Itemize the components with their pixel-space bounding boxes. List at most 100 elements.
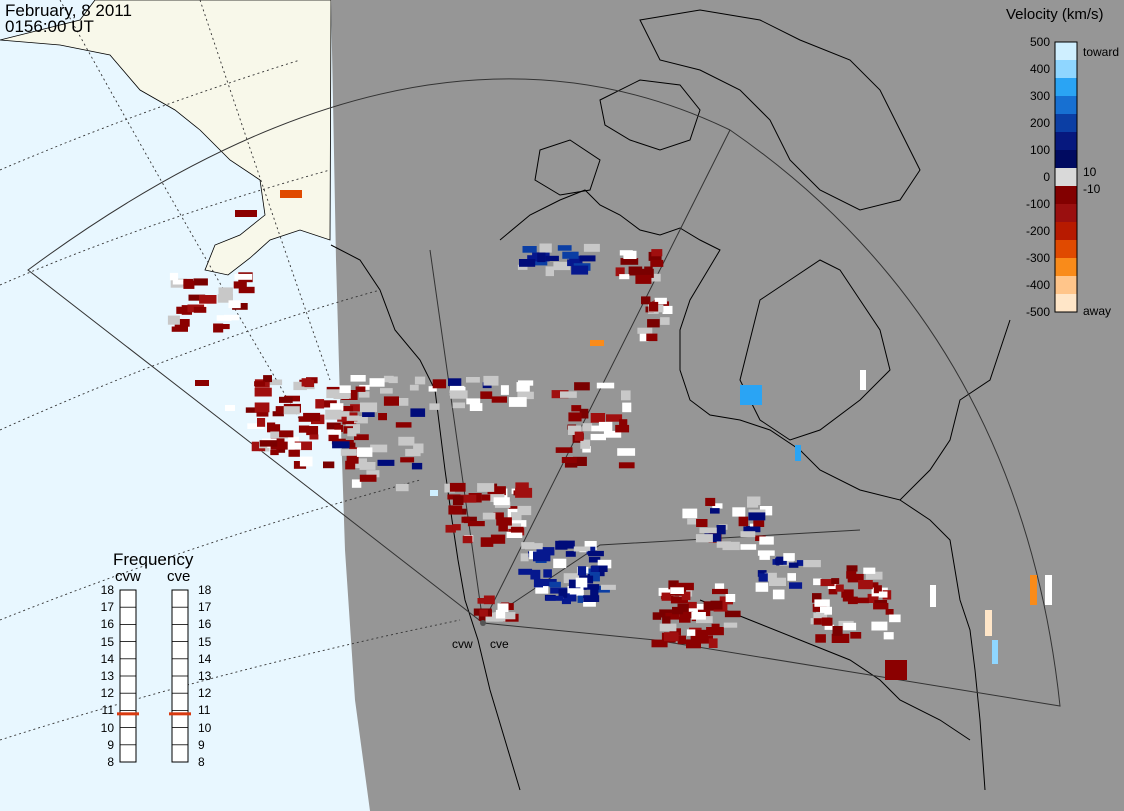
velocity-echo [670, 596, 688, 604]
velocity-echo [217, 294, 233, 303]
velocity-echo [535, 586, 549, 594]
velocity-echo [705, 497, 716, 506]
date-label: February, 8 2011 [5, 1, 132, 20]
velocity-echo [517, 264, 528, 270]
velocity-echo [740, 385, 762, 405]
velocity-echo [345, 460, 356, 470]
velocity-echo [490, 534, 506, 544]
velocity-echo [584, 541, 597, 550]
frequency-tick-label: 15 [100, 634, 114, 649]
velocity-echo [622, 402, 632, 413]
velocity-echo [351, 479, 362, 488]
velocity-echo [543, 569, 552, 578]
velocity-echo [467, 521, 485, 527]
velocity-echo [527, 255, 536, 261]
velocity-echo [712, 588, 728, 595]
velocity-echo [637, 327, 653, 334]
grid-lines [0, 0, 461, 741]
velocity-echo [677, 635, 686, 645]
velocity-echo [706, 627, 724, 636]
velocity-echo [858, 580, 873, 590]
frequency-tick-label: 15 [198, 634, 212, 649]
velocity-echo [636, 268, 654, 278]
velocity-echo [193, 306, 207, 313]
velocity-echo [568, 412, 582, 422]
velocity-echo [508, 397, 527, 407]
velocity-echo [665, 612, 680, 620]
velocity-echo [452, 402, 465, 409]
velocity-echo [545, 266, 554, 277]
velocity-echo [288, 436, 299, 447]
colorbar-tick-label: 0 [1043, 170, 1050, 184]
frequency-tick-label: 18 [198, 583, 212, 597]
velocity-echo [553, 558, 567, 569]
velocity-echo [590, 413, 606, 423]
freq-radar-name-cve: cve [167, 568, 191, 585]
colorbar-segment [1055, 42, 1077, 61]
velocity-echo [711, 623, 720, 630]
velocity-echo [228, 300, 241, 309]
velocity-echo [647, 319, 660, 328]
radar-label-cvw: cvw [452, 637, 473, 651]
velocity-echo [691, 612, 706, 620]
velocity-echo [571, 405, 582, 412]
colorbar-plus-threshold: 10 [1083, 165, 1097, 179]
colorbar-segment [1055, 258, 1077, 277]
frequency-tick-label: 14 [100, 651, 114, 666]
velocity-echo [843, 622, 857, 631]
velocity-echo [330, 403, 344, 411]
velocity-echo [583, 598, 596, 607]
velocity-echo [549, 581, 561, 588]
velocity-echo [588, 550, 604, 557]
velocity-echo [708, 638, 718, 648]
velocity-echo [299, 456, 313, 467]
velocity-echo [245, 407, 259, 413]
velocity-echo [783, 553, 795, 561]
velocity-echo [340, 449, 357, 456]
velocity-echo [478, 612, 490, 621]
velocity-echo [272, 411, 284, 417]
velocity-echo [466, 377, 480, 383]
colorbar-tick-label: 200 [1029, 116, 1050, 130]
coastlines [330, 9, 1011, 791]
frequency-panel [117, 589, 191, 763]
velocity-echo [530, 569, 541, 580]
velocity-echo [813, 612, 825, 623]
velocity-echo [536, 547, 555, 556]
colorbar-toward-label: toward [1083, 45, 1120, 59]
velocity-echo [315, 399, 325, 409]
velocity-echo [651, 249, 663, 257]
velocity-echo [409, 384, 419, 391]
velocity-echo [270, 431, 288, 439]
velocity-echo [722, 541, 740, 551]
velocity-echo [520, 553, 529, 562]
velocity-echo [411, 462, 423, 470]
velocity-echo [682, 508, 698, 519]
velocity-echo [647, 273, 661, 282]
velocity-echo [304, 379, 314, 388]
velocity-echo [380, 388, 393, 394]
velocity-echo [183, 280, 195, 289]
velocity-echo [238, 286, 255, 294]
frequency-marker [117, 712, 139, 716]
velocity-echo [279, 396, 293, 403]
colorbar-segment [1055, 276, 1077, 295]
velocity-echo [199, 295, 217, 304]
velocity-echo [340, 391, 351, 399]
velocity-colorbar [1054, 41, 1078, 313]
velocity-echo [497, 603, 509, 612]
velocity-echo [687, 601, 697, 609]
velocity-echo [885, 660, 907, 680]
velocity-echo [462, 535, 473, 544]
frequency-tick-label: 17 [100, 600, 114, 615]
velocity-echo [519, 259, 536, 267]
velocity-echo [846, 565, 858, 572]
velocity-echo [831, 633, 850, 643]
velocity-echo [672, 606, 684, 615]
velocity-echo [326, 389, 340, 399]
velocity-echo [400, 457, 415, 463]
velocity-echo [574, 382, 590, 391]
velocity-echo [930, 585, 936, 607]
velocity-echo [582, 575, 594, 584]
velocity-echo [444, 483, 455, 493]
